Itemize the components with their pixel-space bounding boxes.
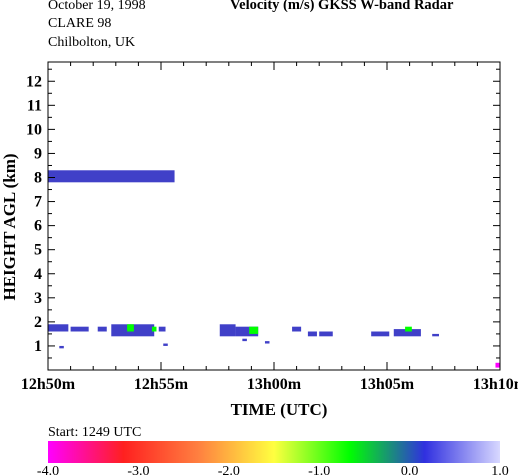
echo-layer xyxy=(48,170,500,368)
x-axis-label: TIME (UTC) xyxy=(231,400,328,419)
echo-6 xyxy=(151,326,157,332)
echo-1 xyxy=(48,324,69,332)
colorbar-tick-label-3: -1.0 xyxy=(308,464,330,476)
y-tick-label-7: 8 xyxy=(34,170,42,187)
date-label: October 19, 1998 xyxy=(48,0,146,13)
echo-11 xyxy=(264,341,270,344)
site-label: Chilbolton, UK xyxy=(48,35,136,50)
y-tick-label-0: 1 xyxy=(34,338,42,355)
echo-18 xyxy=(432,333,439,337)
colorbar-ticks: -4.0 -3.0 -2.0 -1.0 0.0 1.0 xyxy=(37,464,509,476)
y-tick-label-10: 11 xyxy=(27,97,42,114)
y-tick-label-3: 4 xyxy=(34,266,42,283)
echo-17 xyxy=(405,326,412,332)
colorbar-tick-label-1: -3.0 xyxy=(127,464,149,476)
y-tick-label-1: 2 xyxy=(34,314,42,331)
y-tick-label-9: 10 xyxy=(26,121,42,138)
echo-15 xyxy=(371,331,390,337)
plot-frame xyxy=(47,61,501,371)
echo-2 xyxy=(70,326,89,332)
echo-3 xyxy=(97,326,107,332)
y-axis-label: HEIGHT AGL (km) xyxy=(0,153,19,300)
x-tick-label-3: 13h05m xyxy=(360,376,415,393)
y-tick-label-11: 12 xyxy=(26,73,42,90)
echo-10 xyxy=(249,326,259,334)
echo-21 xyxy=(242,338,247,342)
echo-14 xyxy=(319,331,333,337)
campaign-label: CLARE 98 xyxy=(48,16,112,31)
echo-20 xyxy=(59,345,64,349)
echo-8 xyxy=(219,324,236,337)
start-time-label: Start: 1249 UTC xyxy=(48,425,142,440)
echo-13 xyxy=(307,331,317,337)
echo-5 xyxy=(127,324,134,332)
x-tick-label-4: 13h10m xyxy=(473,376,518,393)
y-tick-label-2: 3 xyxy=(34,290,42,307)
y-tick-label-8: 9 xyxy=(34,145,42,162)
echo-7 xyxy=(158,326,166,332)
echo-12 xyxy=(292,326,302,332)
colorbar-tick-label-5: 1.0 xyxy=(491,464,509,476)
echo-16 xyxy=(393,329,421,337)
echo-9 xyxy=(235,326,259,337)
chart-title: Velocity (m/s) GKSS W-band Radar xyxy=(230,0,454,13)
colorbar-tick-label-0: -4.0 xyxy=(37,464,59,476)
x-tick-label-1: 12h55m xyxy=(134,376,189,393)
echo-22 xyxy=(495,362,500,368)
x-tick-label-2: 13h00m xyxy=(247,376,302,393)
echo-0 xyxy=(48,170,175,183)
y-tick-label-5: 6 xyxy=(34,218,42,235)
y-tick-label-6: 7 xyxy=(34,194,42,211)
echo-19 xyxy=(163,343,168,346)
colorbar xyxy=(48,441,500,463)
x-tick-label-0: 12h50m xyxy=(21,376,76,393)
y-tick-label-4: 5 xyxy=(34,242,42,259)
colorbar-tick-label-2: -2.0 xyxy=(218,464,240,476)
colorbar-tick-label-4: 0.0 xyxy=(401,464,419,476)
